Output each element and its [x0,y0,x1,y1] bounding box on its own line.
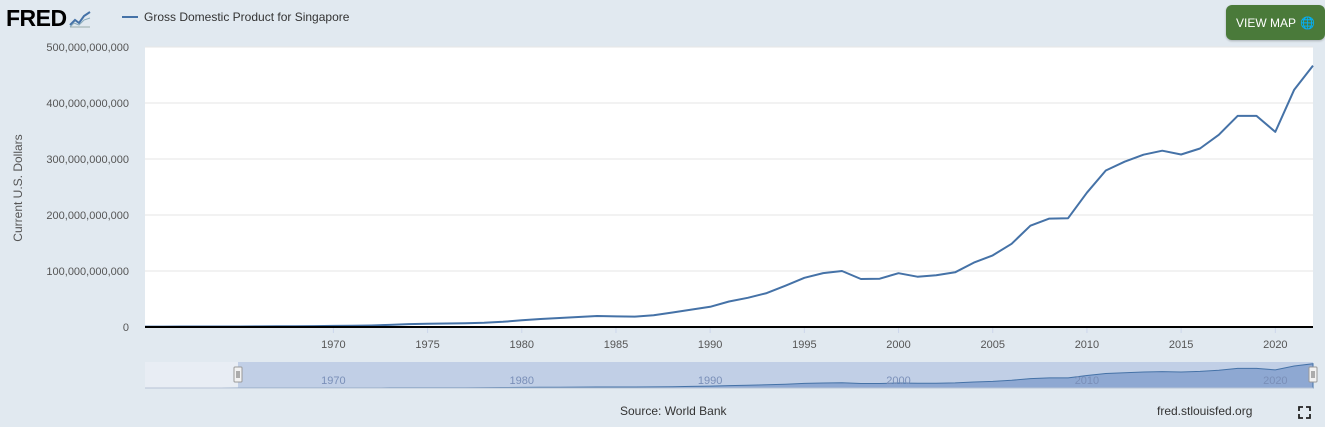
logo-text: FRED [6,5,67,31]
series-line [145,64,1314,328]
navigator-label: 2020 [1263,375,1287,387]
y-tick-label: 500,000,000,000 [46,42,129,54]
legend-series-swatch [122,16,138,18]
navigator-left-handle[interactable] [233,366,243,383]
y-tick-label: 200,000,000,000 [46,210,129,222]
gridlines [145,46,1313,272]
x-tick-label: 1985 [604,339,628,351]
navigator-label: 2000 [886,375,910,387]
y-axis-ticks: 0 100,000,000,000 200,000,000,000 300,000,0… [46,42,129,334]
x-tick-label: 2000 [886,339,910,351]
y-tick-label: 300,000,000,000 [46,154,129,166]
y-tick-label: 0 [123,322,129,334]
fred-logo[interactable]: FRED [6,5,91,32]
navigator-label: 1970 [321,375,345,387]
x-tick-label: 1990 [698,339,722,351]
x-tick-label: 2010 [1075,339,1099,351]
logo-graph-icon [68,9,91,28]
y-tick-label: 400,000,000,000 [46,98,129,110]
fullscreen-icon[interactable] [1298,406,1311,419]
x-tick-label: 2015 [1169,339,1193,351]
view-map-label: VIEW MAP [1236,15,1297,30]
chart-legend: Gross Domestic Product for Singapore [122,10,349,24]
navigator-right-handle[interactable] [1308,366,1318,383]
x-tick-label: 2005 [980,339,1004,351]
x-tick-label: 1980 [510,339,534,351]
y-axis-label: Current U.S. Dollars [11,134,25,241]
legend-series-label: Gross Domestic Product for Singapore [144,10,350,24]
x-tick-label: 1995 [792,339,816,351]
navigator-label: 1990 [698,375,722,387]
navigator-label: 1980 [510,375,534,387]
view-map-button[interactable]: VIEW MAP 🌐 [1226,5,1325,40]
x-tick-label: 1970 [321,339,345,351]
x-tick-label: 2020 [1263,339,1287,351]
x-axis-ticks: 1970 1975 1980 1985 1990 1995 2000 2005 2010 2015… [321,327,1288,351]
plot-area [145,47,1313,328]
globe-icon: 🌐 [1300,15,1315,30]
site-link[interactable]: fred.stlouisfed.org [1157,404,1253,418]
navigator-labels: 1970 1980 1990 2000 2010 2020 [321,375,1287,387]
y-tick-label: 100,000,000,000 [46,266,129,278]
navigator-label: 2010 [1075,375,1099,387]
navigator[interactable]: 1970 1980 1990 2000 2010 2020 [145,362,1318,389]
source-text: Source: World Bank [620,404,727,418]
x-tick-label: 1975 [415,339,439,351]
